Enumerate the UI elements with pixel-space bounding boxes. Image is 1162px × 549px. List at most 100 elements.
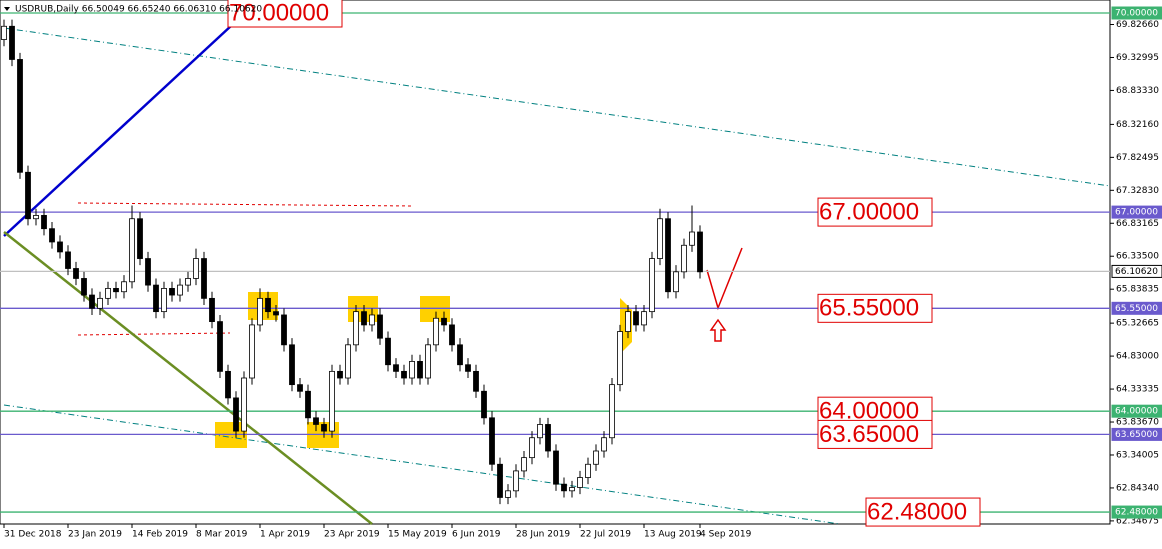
candle-body <box>201 258 207 299</box>
candle-body <box>337 370 343 379</box>
y-tick-label: 64.83000 <box>1116 352 1159 362</box>
candle-body <box>665 218 671 293</box>
candle-body <box>441 317 447 326</box>
level-annotation-box <box>817 419 933 449</box>
candle-body <box>649 258 655 313</box>
level-tag-label: 65.55000 <box>1115 304 1158 314</box>
candle-body <box>177 284 183 296</box>
candle-body <box>409 361 415 379</box>
level-tag-label: 70.00000 <box>1115 9 1158 19</box>
y-tick-label: 63.34005 <box>1116 450 1159 460</box>
candle-body <box>145 258 151 286</box>
level-annotation: 65.55000 <box>819 295 919 322</box>
trend-channel <box>3 27 1111 187</box>
candles <box>1 19 703 505</box>
y-tick-label: 69.82660 <box>1116 20 1159 30</box>
trend-line <box>3 231 373 525</box>
candle-body <box>49 228 55 243</box>
x-tick-label: 8 Mar 2019 <box>196 530 248 540</box>
candle-body <box>577 477 583 488</box>
candle-body <box>449 324 455 346</box>
x-tick-label: 23 Jan 2019 <box>68 530 122 540</box>
candle-body <box>553 450 559 485</box>
candle-body <box>521 457 527 472</box>
candle-body <box>593 450 599 465</box>
candle-body <box>673 271 679 293</box>
candle-body <box>601 437 607 452</box>
candle-body <box>537 424 543 439</box>
y-tick-label: 67.32830 <box>1116 186 1159 196</box>
range-line <box>77 332 231 336</box>
candle-body <box>329 370 335 432</box>
candle-body <box>169 288 175 296</box>
level-annotation: 62.48000 <box>867 498 967 525</box>
candle-body <box>561 483 567 492</box>
level-tag-label: 63.65000 <box>1115 430 1158 440</box>
candle-body <box>489 417 495 465</box>
axis: 69.82660 69.32995 68.83330 68.32160 67.82495… <box>3 6 1162 540</box>
trend-channel <box>3 404 841 525</box>
level-tag <box>1111 505 1162 519</box>
candle-body <box>369 314 375 326</box>
level-tag <box>1111 264 1162 278</box>
range-line <box>77 202 413 207</box>
candle-body <box>25 171 31 220</box>
candle-body <box>361 311 367 326</box>
levels: 70.0000067.0000065.5500064.0000063.65000… <box>0 0 1110 527</box>
x-tick-label: 15 May 2019 <box>388 530 447 540</box>
x-tick-label: 4 Sep 2019 <box>700 530 752 540</box>
level-tag-label: 66.10620 <box>1115 267 1158 277</box>
y-tick-label: 64.33335 <box>1116 385 1159 395</box>
level-tag-label: 67.00000 <box>1115 208 1158 218</box>
candle-body <box>641 311 647 326</box>
candle-body <box>569 487 575 492</box>
candle-body <box>417 361 423 379</box>
candle-body <box>385 337 391 366</box>
highlight <box>420 296 450 322</box>
level-tag <box>1111 301 1162 315</box>
candle-body <box>425 344 431 379</box>
candle-body <box>617 331 623 386</box>
candle-body <box>545 424 551 452</box>
candle-body <box>513 470 519 492</box>
level-annotation-box <box>817 293 933 323</box>
candle-body <box>153 284 159 313</box>
candle-body <box>241 377 247 432</box>
candle-body <box>401 370 407 379</box>
candle-body <box>17 59 23 173</box>
candle-body <box>105 288 111 299</box>
candle-body <box>113 288 119 293</box>
level-tag <box>1111 6 1162 20</box>
y-tick-label: 62.84340 <box>1116 483 1159 493</box>
y-tick-label: 68.83330 <box>1116 86 1159 96</box>
trend-line <box>3 12 246 237</box>
y-tick-label: 63.83670 <box>1116 418 1159 428</box>
candle-body <box>273 311 279 316</box>
level-annotation: 70.00000 <box>229 0 329 26</box>
y-tick-label: 62.34675 <box>1116 516 1159 526</box>
candle-body <box>137 218 143 259</box>
level-annotation-box <box>817 197 933 227</box>
candle-body <box>265 297 271 313</box>
level-annotation: 67.00000 <box>819 198 919 225</box>
x-tick-label: 31 Dec 2018 <box>4 530 62 540</box>
candle-body <box>313 417 319 425</box>
candle-body <box>209 297 215 322</box>
candle-body <box>297 384 303 392</box>
candle-body <box>41 215 47 230</box>
candle-body <box>321 424 327 432</box>
candle-body <box>465 364 471 372</box>
candle-body <box>281 314 287 346</box>
y-tick-label: 66.83165 <box>1116 219 1159 229</box>
candle-body <box>473 370 479 392</box>
x-tick-label: 22 Jul 2019 <box>580 530 631 540</box>
candle-body <box>97 297 103 309</box>
candle-body <box>689 231 695 246</box>
candle-body <box>161 288 167 313</box>
candle-body <box>9 25 15 60</box>
candle-body <box>81 278 87 296</box>
candle-body <box>609 384 615 439</box>
level-tag <box>1111 404 1162 418</box>
candle-body <box>377 314 383 339</box>
candle-body <box>305 390 311 419</box>
